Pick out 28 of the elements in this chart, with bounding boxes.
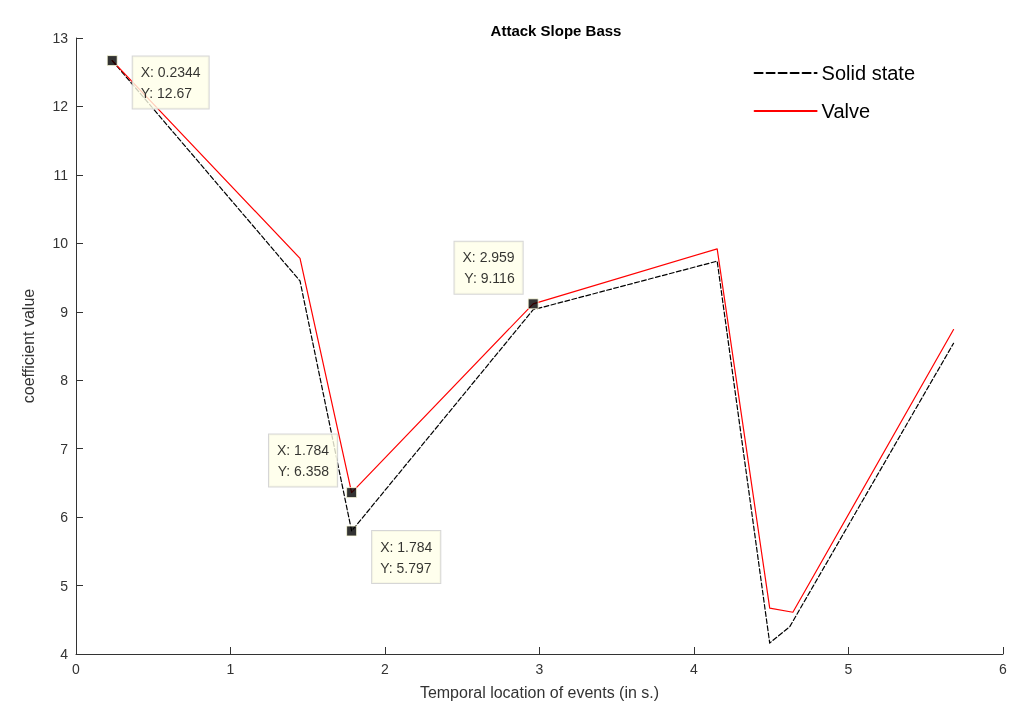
x-tick-label: 5 <box>844 661 853 677</box>
annotation: X: 1.784 Y: 5.797 <box>380 538 433 576</box>
y-tick-label: 6 <box>60 509 69 526</box>
legend-label: Solid state <box>821 62 915 84</box>
chart-title: Attack Slope Bass <box>490 22 622 39</box>
y-tick-label: 8 <box>60 372 69 389</box>
annotation: X: 2.959 Y: 9.116 <box>462 249 515 287</box>
y-tick-label: 12 <box>52 98 69 115</box>
y-tick-label: 5 <box>60 577 69 594</box>
x-axis-title: Temporal location of events (in s.) <box>419 683 660 701</box>
y-tick-label: 4 <box>60 646 69 662</box>
point <box>106 55 118 67</box>
x-tick-label: 3 <box>535 661 544 677</box>
annotation: X: 0.2344 Y: 12.67 <box>140 64 201 102</box>
x-tick-label: 1 <box>226 661 235 677</box>
x-tick-label: 4 <box>690 661 699 677</box>
y-tick-label: 11 <box>53 166 69 183</box>
annotation: X: 1.784 Y: 6.358 <box>276 442 330 480</box>
legend-label: Valve <box>821 100 871 122</box>
y-tick-label: 10 <box>52 235 69 252</box>
y-tick-label: 7 <box>60 440 69 457</box>
x-tick-label: 0 <box>72 661 81 677</box>
y-tick-label: 13 <box>52 30 69 46</box>
x-tick-label: 6 <box>999 661 1008 677</box>
y-axis-title: coefficient value <box>19 288 37 404</box>
y-tick-label: 9 <box>60 303 69 320</box>
point <box>346 525 358 537</box>
x-tick-label: 2 <box>381 661 390 677</box>
